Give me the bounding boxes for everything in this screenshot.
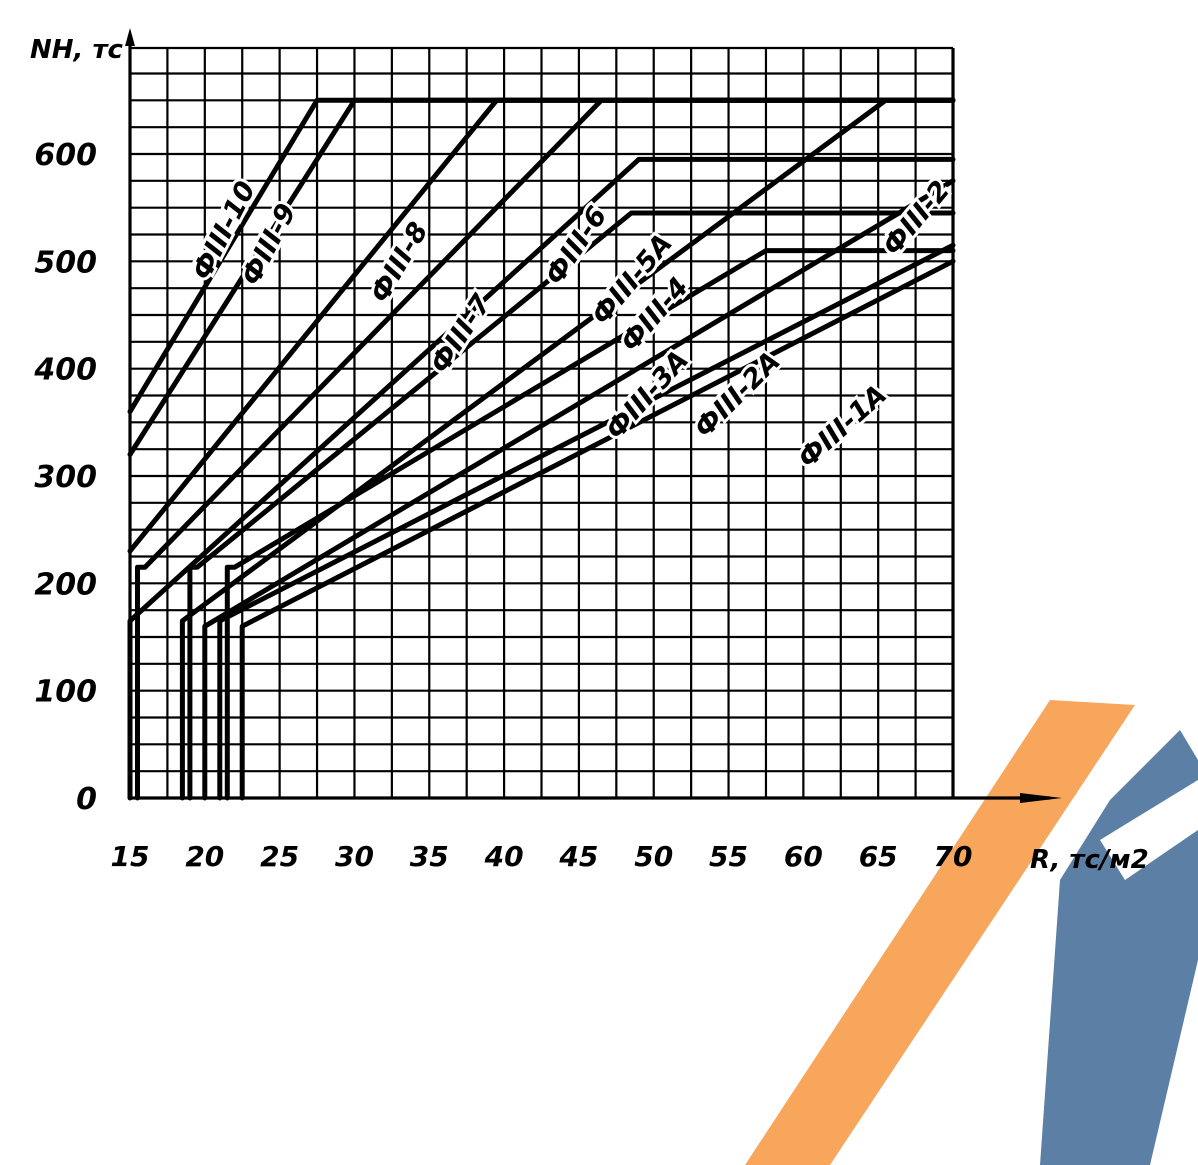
x-tick-label: 70 [934,840,973,873]
series-line [179,97,889,801]
y-tick-label: 300 [34,460,97,495]
watermark-shape-gap [1100,780,1198,880]
x-tick-label: 30 [335,840,374,873]
x-axis-arrow [1020,793,1062,803]
x-tick-label: 35 [410,840,449,873]
x-tick-label: 15 [111,840,150,873]
x-tick-label: 50 [634,840,673,873]
y-tick-label: 400 [33,353,97,388]
x-tick-label: 55 [709,840,748,873]
y-axis-arrow [125,28,135,46]
y-tick-label: 500 [34,245,97,280]
watermark-stripe-orange [745,700,1135,1165]
x-tick-label: 25 [260,840,299,873]
axes [125,28,1062,803]
x-tick-label: 60 [784,840,823,873]
y-tick-label: 0 [76,782,97,817]
x-tick-label: 45 [558,840,598,873]
series-line [239,258,956,801]
series-line [135,97,956,801]
watermark-shape-gap-2 [1150,960,1198,1165]
watermark [745,700,1198,1165]
series-label: ФIII-8 [364,217,434,308]
series-line [217,242,956,801]
series-line [224,248,956,801]
y-tick-label: 100 [34,675,97,710]
labels-layer: 0 100 200 300 400 500 600 15 20 25 30 35 40 45 50 55 60 6… [30,35,1149,875]
series-line [127,156,956,801]
y-tick-label: 200 [34,567,97,602]
series-line [202,178,956,801]
y-axis-label: NН, тс [30,35,124,65]
x-tick-label: 40 [484,840,524,873]
series-layer [127,97,956,801]
y-tick-label: 600 [34,138,97,173]
x-tick-label: 65 [859,840,898,873]
x-tick-label: 20 [185,840,224,873]
x-axis-label: R, тс/м2 [1030,845,1149,875]
series-line [187,210,956,801]
